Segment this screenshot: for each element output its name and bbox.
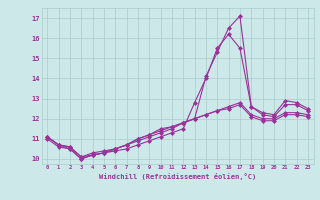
X-axis label: Windchill (Refroidissement éolien,°C): Windchill (Refroidissement éolien,°C) (99, 173, 256, 180)
